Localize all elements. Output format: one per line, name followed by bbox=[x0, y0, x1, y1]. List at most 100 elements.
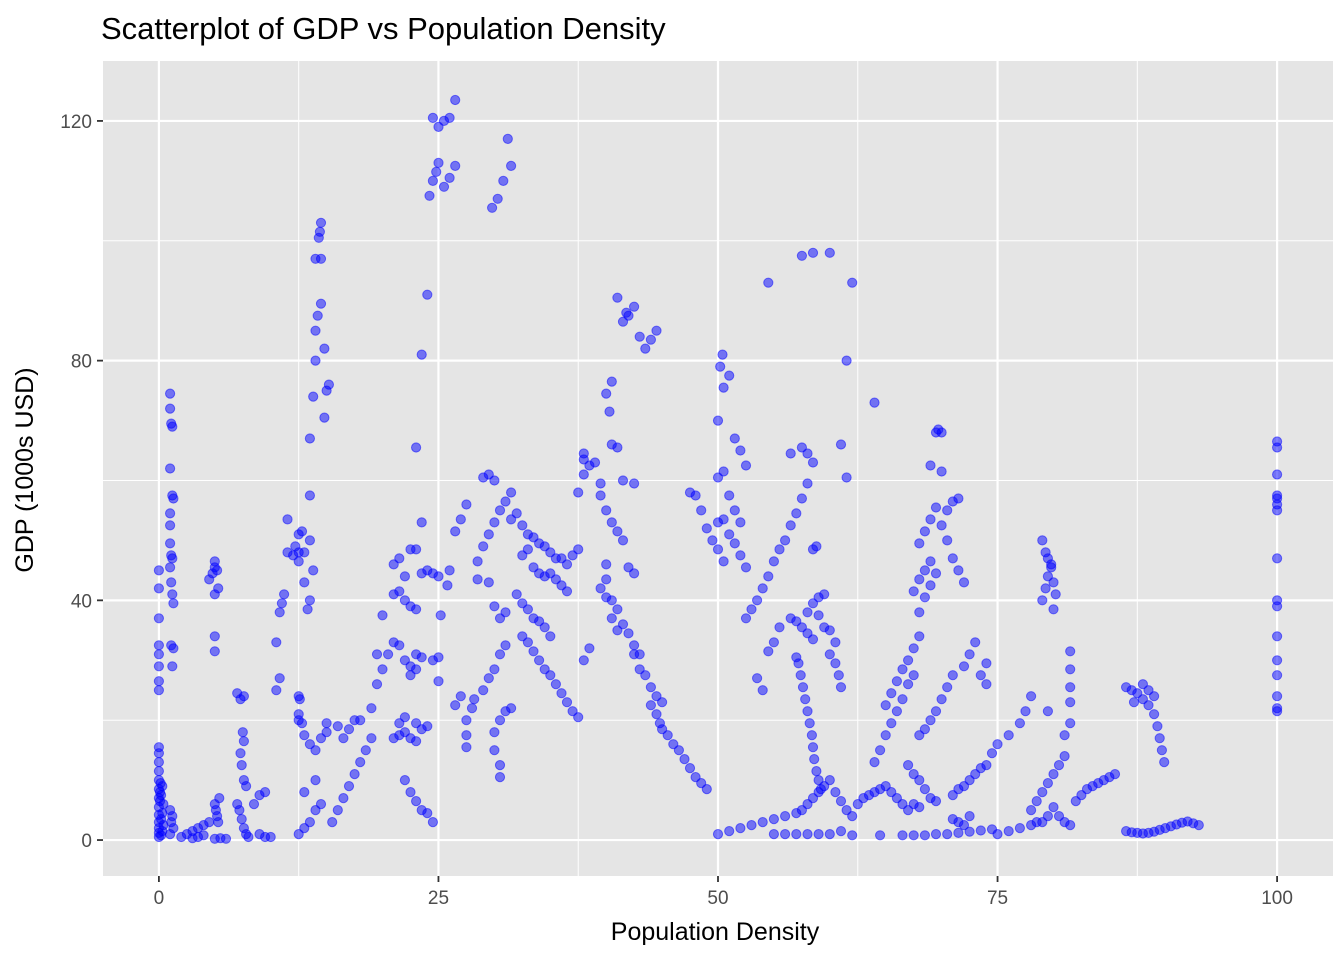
data-point bbox=[645, 682, 657, 693]
data-point bbox=[942, 682, 953, 693]
data-point bbox=[740, 460, 752, 471]
data-point bbox=[975, 825, 986, 836]
data-point bbox=[343, 781, 355, 792]
data-point bbox=[489, 601, 500, 612]
data-point bbox=[729, 433, 740, 444]
data-point bbox=[319, 412, 330, 423]
y-axis-title: GDP (1000s USD) bbox=[11, 367, 39, 572]
data-point bbox=[833, 670, 844, 681]
data-point bbox=[198, 830, 209, 841]
data-points bbox=[153, 94, 1283, 844]
data-point bbox=[897, 694, 908, 705]
data-point bbox=[500, 607, 511, 618]
data-point bbox=[545, 670, 556, 681]
data-point bbox=[165, 388, 176, 399]
data-point bbox=[774, 544, 785, 555]
data-point bbox=[785, 448, 796, 459]
data-point bbox=[914, 538, 925, 549]
data-point bbox=[220, 833, 232, 844]
data-point bbox=[279, 589, 290, 600]
data-point bbox=[947, 670, 958, 681]
data-point bbox=[213, 817, 224, 828]
data-point bbox=[601, 574, 612, 585]
data-point bbox=[310, 325, 321, 336]
data-point bbox=[355, 715, 366, 726]
data-point bbox=[740, 613, 752, 624]
data-point bbox=[763, 277, 774, 288]
data-point bbox=[612, 292, 623, 303]
data-point bbox=[411, 796, 422, 807]
data-point bbox=[478, 685, 489, 696]
data-point bbox=[274, 607, 285, 618]
data-point bbox=[422, 289, 433, 300]
data-point bbox=[204, 817, 215, 828]
data-point bbox=[891, 676, 903, 687]
data-point bbox=[366, 703, 377, 714]
data-point bbox=[299, 730, 310, 741]
data-point bbox=[294, 694, 305, 705]
data-point bbox=[310, 775, 321, 786]
data-point bbox=[981, 679, 992, 690]
data-point bbox=[793, 658, 804, 669]
data-point bbox=[1020, 706, 1031, 717]
data-point bbox=[1272, 655, 1283, 666]
data-point bbox=[442, 580, 453, 591]
data-point bbox=[595, 478, 606, 489]
data-point bbox=[153, 565, 164, 576]
data-point bbox=[528, 646, 539, 657]
data-point bbox=[383, 649, 394, 660]
data-point bbox=[919, 526, 931, 537]
data-point bbox=[1272, 631, 1283, 642]
data-point bbox=[1040, 583, 1051, 594]
data-point bbox=[411, 736, 422, 747]
data-point bbox=[1149, 709, 1160, 720]
data-point bbox=[964, 649, 975, 660]
data-point bbox=[925, 460, 936, 471]
data-point bbox=[153, 661, 164, 672]
data-point bbox=[824, 625, 835, 636]
data-point bbox=[450, 160, 461, 171]
data-point bbox=[506, 703, 517, 714]
data-point bbox=[830, 658, 841, 669]
data-point bbox=[629, 649, 640, 660]
data-point bbox=[780, 811, 791, 822]
data-point bbox=[796, 493, 808, 504]
data-point bbox=[431, 166, 442, 177]
data-point bbox=[238, 691, 249, 702]
data-point bbox=[612, 442, 623, 453]
data-point bbox=[1272, 601, 1283, 612]
data-point bbox=[1003, 826, 1014, 837]
data-point bbox=[604, 406, 615, 417]
data-point bbox=[617, 475, 629, 486]
data-point bbox=[623, 310, 634, 321]
data-point bbox=[824, 649, 835, 660]
data-point bbox=[299, 787, 310, 798]
data-point bbox=[735, 517, 746, 528]
data-point bbox=[299, 547, 310, 558]
data-point bbox=[1272, 442, 1283, 453]
data-point bbox=[835, 682, 847, 693]
x-tick-label: 75 bbox=[987, 888, 1008, 909]
data-point bbox=[601, 559, 612, 570]
data-point bbox=[908, 586, 919, 597]
data-point bbox=[930, 829, 942, 840]
data-point bbox=[522, 544, 534, 555]
data-point bbox=[606, 517, 617, 528]
data-point bbox=[640, 343, 651, 354]
data-point bbox=[679, 754, 690, 765]
data-point bbox=[1042, 778, 1054, 789]
data-point bbox=[561, 586, 573, 597]
data-point bbox=[450, 526, 461, 537]
data-point bbox=[1149, 691, 1160, 702]
data-point bbox=[768, 829, 780, 840]
data-point bbox=[897, 664, 908, 675]
data-point bbox=[377, 610, 388, 621]
data-point bbox=[492, 193, 503, 204]
data-point bbox=[780, 829, 791, 840]
data-point bbox=[522, 637, 534, 648]
data-point bbox=[645, 700, 657, 711]
data-point bbox=[534, 655, 545, 666]
data-point bbox=[740, 562, 752, 573]
data-point bbox=[394, 553, 405, 564]
data-point bbox=[433, 652, 444, 663]
